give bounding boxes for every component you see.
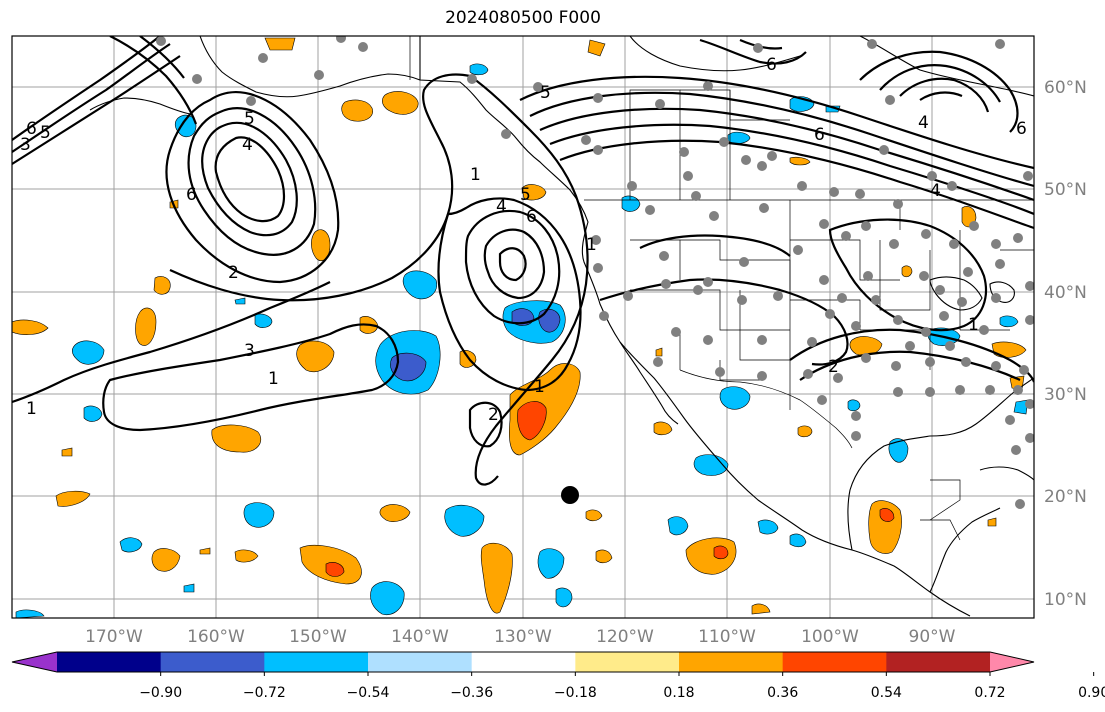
colorbar-extend-low — [12, 652, 57, 672]
contour-label: 6 — [766, 55, 777, 75]
contour-label: 6 — [526, 207, 537, 227]
colorbar-tick-label: 0.18 — [663, 685, 694, 701]
colorbar-tick-label: 0.36 — [767, 685, 798, 701]
colorbar-extend-high — [990, 652, 1034, 672]
gridlines — [12, 36, 1034, 618]
contour-label: 1 — [26, 399, 37, 419]
contour-label: 2 — [828, 357, 839, 377]
colorbar-tick-label: 0.54 — [871, 685, 902, 701]
lon-label: 140°W — [391, 627, 449, 647]
contour-label: 6 — [1016, 119, 1027, 139]
lon-label: 150°W — [289, 627, 347, 647]
colorbar-tick-label: 0.90 — [1078, 685, 1105, 701]
colorbar-tick-label: −0.18 — [554, 685, 597, 701]
lon-label: 160°W — [187, 627, 245, 647]
map-frame — [11, 35, 1035, 619]
contour-label: 6 — [814, 125, 825, 145]
lat-label: 60°N — [1044, 78, 1087, 98]
political-borders — [409, 36, 1034, 541]
contour-label: 3 — [20, 135, 31, 155]
colorbar-tick-label: −0.36 — [450, 685, 493, 701]
colorbar-segment — [57, 652, 162, 672]
contour-label: 2 — [488, 405, 499, 425]
contour-label: 2 — [228, 263, 239, 283]
colorbar: −0.90 −0.72 −0.54 −0.36 −0.18 0.18 0.36 0.54 0.7… — [11, 651, 1105, 701]
contour-label: 4 — [242, 135, 253, 155]
contour-label: 6 — [26, 119, 37, 139]
position-marker — [561, 486, 579, 504]
lat-label: 30°N — [1044, 385, 1087, 405]
colorbar-outline — [11, 651, 1035, 673]
colorbar-tick-label: −0.72 — [243, 685, 286, 701]
contour-lines — [12, 36, 1034, 486]
colorbar-segment — [886, 652, 991, 672]
contour-label: 1 — [586, 235, 597, 255]
colorbar-segment — [575, 652, 680, 672]
contour-label: 3 — [244, 341, 255, 361]
contour-label: 5 — [520, 185, 531, 205]
colorbar-segment — [160, 652, 265, 672]
lon-label: 120°W — [596, 627, 654, 647]
contour-label: 6 — [186, 185, 197, 205]
lon-label: 170°W — [85, 627, 143, 647]
colorbar-tick-label: 0.72 — [974, 685, 1005, 701]
colorbar-segment — [264, 652, 369, 672]
contour-label: 5 — [244, 109, 255, 129]
latitude-labels: 60°N 50°N 40°N 30°N 20°N 10°N — [1044, 78, 1087, 610]
colorbar-tick-label: −0.54 — [347, 685, 390, 701]
contour-label: 1 — [268, 369, 279, 389]
contour-label: 5 — [540, 83, 551, 103]
contour-label: 1 — [470, 165, 481, 185]
filled-contours — [12, 37, 1029, 618]
longitude-labels: 170°W 160°W 150°W 140°W 130°W 120°W 110°… — [85, 627, 956, 647]
contour-label: 4 — [496, 197, 507, 217]
station-markers — [156, 36, 1034, 509]
lon-label: 100°W — [801, 627, 859, 647]
map-title: 2024080500 F000 — [445, 8, 601, 28]
lon-label: 90°W — [909, 627, 956, 647]
colorbar-segment — [368, 652, 473, 672]
contour-label: 1 — [534, 377, 545, 397]
colorbar-segment — [782, 652, 887, 672]
contour-label: 4 — [930, 181, 941, 201]
lat-label: 10°N — [1044, 590, 1087, 610]
contour-label: 4 — [918, 113, 929, 133]
contour-label: 1 — [968, 315, 979, 335]
lat-label: 50°N — [1044, 180, 1087, 200]
lat-label: 20°N — [1044, 487, 1087, 507]
colorbar-segment — [471, 652, 576, 672]
lon-label: 110°W — [698, 627, 756, 647]
colorbar-segment — [679, 652, 784, 672]
contour-label: 5 — [40, 123, 51, 143]
colorbar-tick-label: −0.90 — [139, 685, 182, 701]
lat-label: 40°N — [1044, 283, 1087, 303]
lon-label: 130°W — [494, 627, 552, 647]
contour-labels: 6 5 3 4 5 6 2 1 3 1 1 4 5 6 1 2 1 6 5 4 … — [20, 55, 1027, 425]
